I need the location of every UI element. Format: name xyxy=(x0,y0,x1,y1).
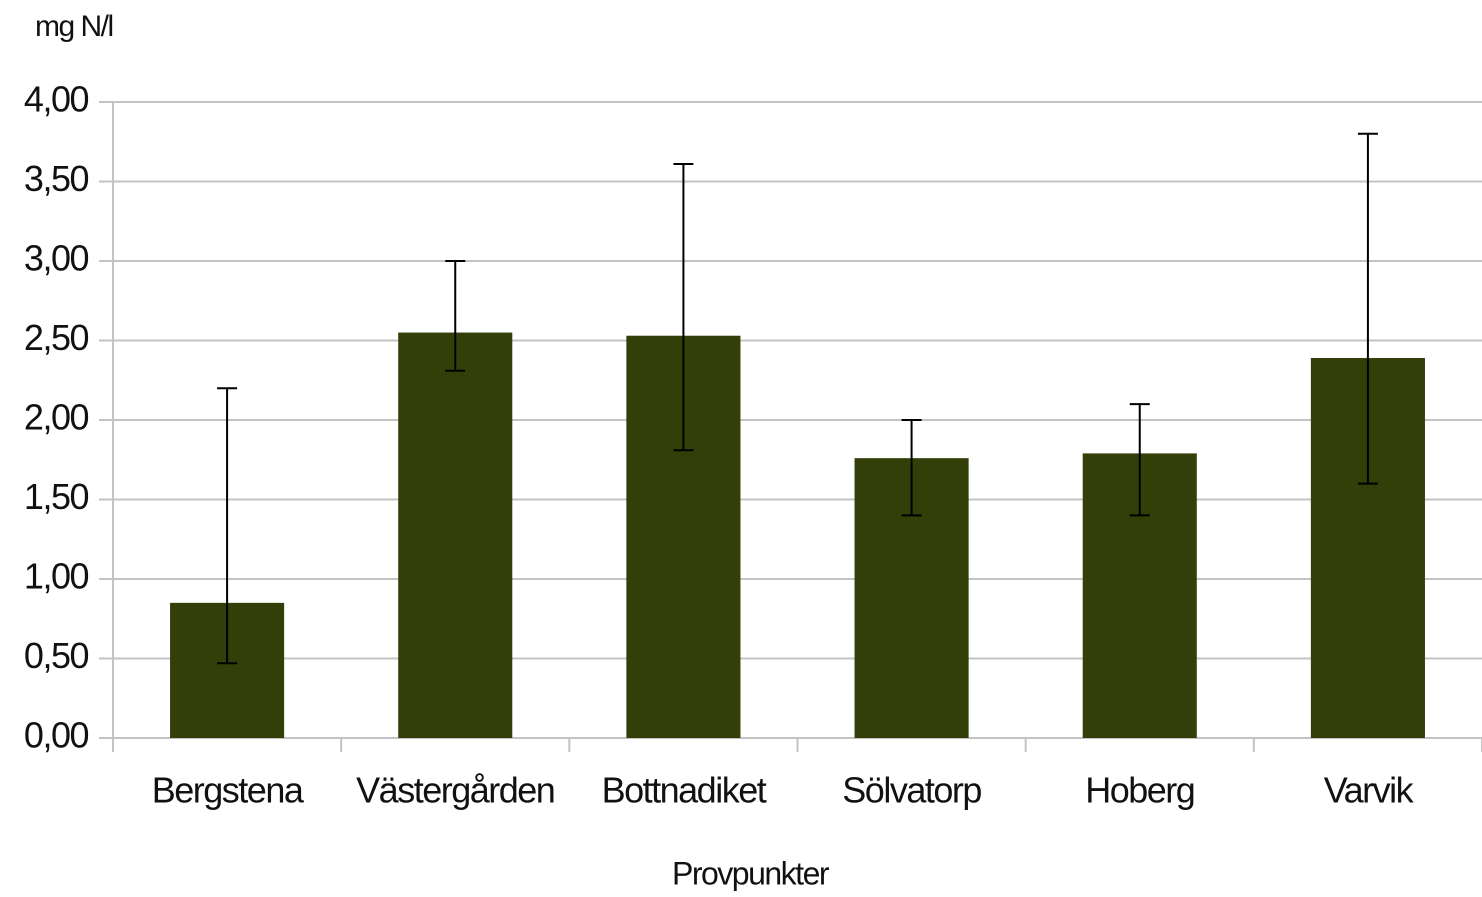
y-tick-label: 2,50 xyxy=(24,317,89,358)
x-tick-label: Sölvatorp xyxy=(842,770,981,811)
error-bar xyxy=(217,387,238,665)
y-tick-label: 1,00 xyxy=(24,556,89,597)
y-axis-label: mg N/l xyxy=(35,10,113,43)
y-tick-label: 0,00 xyxy=(24,715,89,756)
y-tick-label: 2,00 xyxy=(24,397,89,438)
x-tick-label: Västergården xyxy=(356,770,554,811)
y-tick-label: 1,50 xyxy=(24,476,89,517)
x-tick-label: Varvik xyxy=(1324,770,1415,811)
error-bar xyxy=(445,260,466,372)
y-tick-label: 3,00 xyxy=(24,238,89,279)
x-tick-label: Bergstena xyxy=(152,770,305,811)
error-bar xyxy=(673,163,694,452)
error-bar xyxy=(901,419,922,517)
y-tick-label: 4,00 xyxy=(24,79,89,120)
x-axis-label: Provpunkter xyxy=(672,855,830,891)
error-bar xyxy=(1129,403,1150,517)
bar xyxy=(398,332,513,738)
y-tick-label: 3,50 xyxy=(24,158,89,199)
x-tick-label: Bottnadiket xyxy=(602,770,767,811)
y-tick-label: 0,50 xyxy=(24,635,89,676)
error-bar xyxy=(1357,132,1378,485)
x-tick-label: Hoberg xyxy=(1085,770,1194,811)
